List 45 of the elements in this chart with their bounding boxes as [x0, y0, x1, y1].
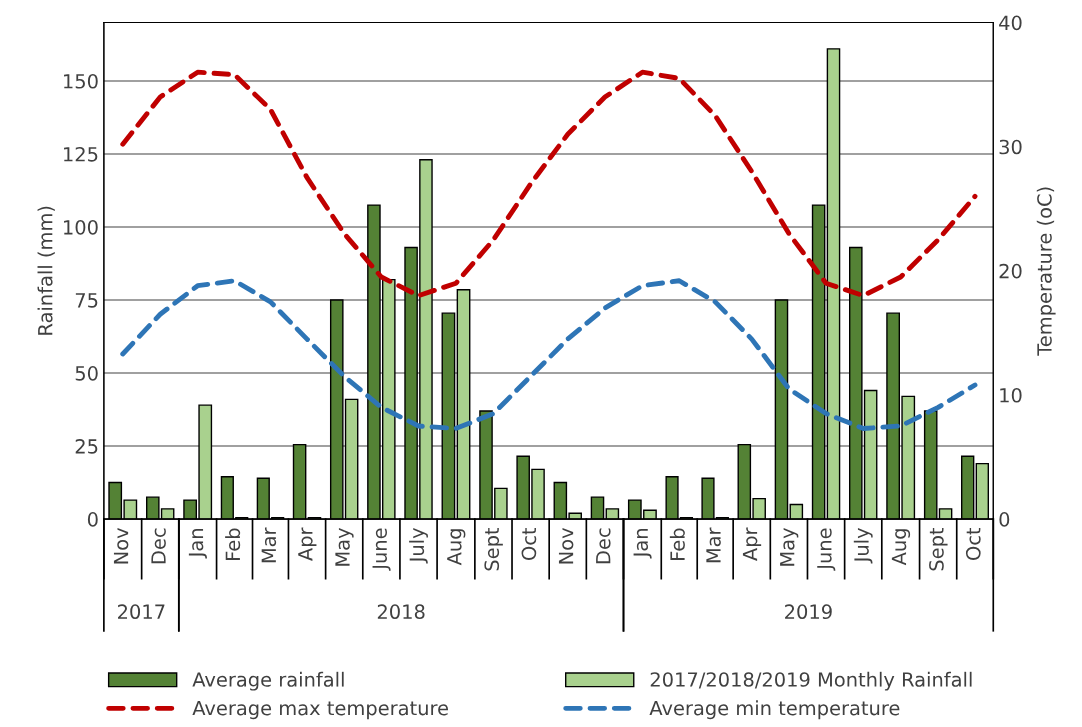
- legend-label: Average min temperature: [649, 700, 900, 720]
- x-tick-label: Oct: [521, 527, 537, 560]
- legend-label: 2017/2018/2019 Monthly Rainfall: [650, 671, 972, 691]
- y-tick-label: 75: [75, 293, 98, 308]
- x-tick-label: June: [817, 528, 836, 571]
- x-tick-label: Nov: [113, 527, 129, 564]
- x-tick-label: Apr: [742, 527, 762, 561]
- x-tick-label: Jan: [633, 529, 652, 559]
- x-tick-label: July: [409, 527, 428, 564]
- x-tick-label: May: [335, 527, 354, 566]
- x-tick-label: Feb: [225, 528, 241, 560]
- x-tick-label: Aug: [447, 529, 466, 566]
- x-tick-label: Oct: [965, 527, 981, 560]
- x-tick-label: Sept: [484, 527, 503, 571]
- x-tick-label: Nov: [558, 527, 574, 564]
- x-tick-label: Apr: [298, 527, 317, 561]
- text: 2018: [377, 604, 425, 620]
- y-tick-label: 125: [64, 146, 98, 162]
- x-tick-label: Sept: [929, 527, 948, 571]
- x-tick-label: July: [853, 527, 873, 564]
- legend-label: Average rainfall: [192, 671, 344, 691]
- y2-axis-title: Temperature (oC): [1036, 187, 1056, 356]
- y-tick-label: 100: [64, 219, 98, 235]
- y2-tick-label: 10: [1000, 387, 1022, 403]
- legend-label: Average max temperature: [192, 700, 448, 720]
- x-tick-label: May: [780, 527, 799, 566]
- x-tick-label: Dec: [151, 528, 166, 564]
- y2-tick-label: 20: [999, 263, 1022, 279]
- y2-tick-label: 40: [999, 15, 1022, 31]
- y-tick-label: 50: [75, 365, 98, 381]
- text: 2019: [785, 604, 832, 620]
- y-axis-title: Rainfall (mm): [37, 206, 55, 335]
- x-tick-label: Jan: [188, 529, 207, 559]
- x-tick-label: Aug: [891, 529, 911, 566]
- x-tick-label: Mar: [706, 527, 721, 563]
- y-tick-label: 0: [87, 512, 98, 527]
- y2-tick-label: 0: [999, 512, 1010, 527]
- y-tick-label: 25: [75, 439, 98, 454]
- x-tick-label: June: [372, 528, 391, 571]
- y-tick-label: 150: [64, 73, 98, 89]
- x-tick-label: Mar: [261, 527, 277, 563]
- y2-tick-label: 30: [999, 139, 1022, 155]
- x-tick-label: Dec: [596, 528, 611, 564]
- text: 2017: [118, 604, 165, 620]
- x-tick-label: Feb: [669, 528, 685, 560]
